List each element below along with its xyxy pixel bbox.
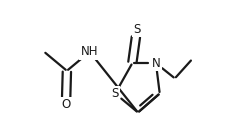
Text: NH: NH xyxy=(81,45,98,58)
Text: O: O xyxy=(61,98,71,111)
Text: S: S xyxy=(112,87,119,100)
Text: S: S xyxy=(133,23,141,36)
Text: N: N xyxy=(152,57,160,70)
